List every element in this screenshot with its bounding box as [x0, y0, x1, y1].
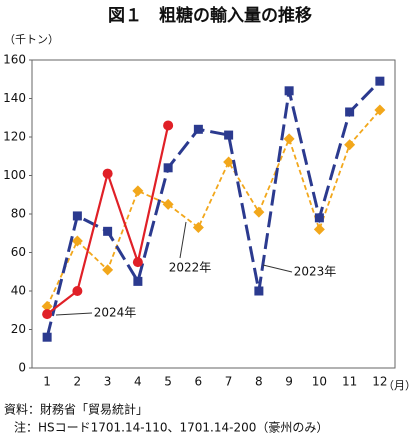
y-tick-label: 120 — [3, 130, 26, 144]
marker — [71, 235, 83, 247]
marker — [223, 156, 235, 168]
series-line — [45, 80, 381, 338]
marker — [284, 86, 294, 96]
marker — [42, 309, 53, 320]
chart-title: 図１ 粗糖の輸入量の推移 — [108, 5, 312, 26]
x-tick-label: 8 — [255, 375, 263, 389]
leader-line — [55, 312, 93, 316]
series-label: 2024年 — [94, 306, 137, 320]
marker — [163, 163, 173, 173]
y-tick-label: 40 — [11, 284, 26, 298]
leader-line — [179, 221, 187, 259]
y-tick-label: 80 — [11, 207, 26, 221]
marker — [72, 286, 83, 296]
y-tick-label: 160 — [3, 53, 26, 67]
series-label: 2022年 — [169, 261, 212, 275]
marker — [102, 264, 114, 276]
marker — [314, 213, 324, 223]
marker — [313, 223, 325, 235]
x-tick-label: 6 — [195, 375, 203, 389]
marker — [224, 130, 234, 140]
note: 資料：財務省「貿易統計」 — [4, 402, 148, 417]
y-tick-label: 100 — [3, 168, 26, 182]
x-tick-label: 9 — [285, 375, 293, 389]
marker — [103, 226, 113, 236]
x-axis-label: （月） — [383, 379, 416, 392]
marker — [344, 139, 356, 151]
marker — [192, 221, 204, 233]
marker — [42, 332, 52, 342]
marker — [162, 198, 174, 210]
plot-frame — [31, 59, 396, 369]
x-tick-label: 11 — [342, 375, 357, 389]
marker — [102, 168, 113, 179]
marker — [253, 206, 265, 218]
marker — [163, 120, 174, 131]
y-tick-label: 140 — [3, 91, 26, 105]
x-tick-label: 3 — [104, 375, 112, 389]
marker — [132, 257, 143, 268]
x-tick-label: 7 — [225, 375, 233, 389]
marker — [132, 185, 144, 197]
y-axis-label: （千トン） — [4, 33, 59, 46]
series-line — [46, 125, 170, 315]
x-tick-label: 10 — [312, 375, 327, 389]
marker — [254, 286, 264, 296]
x-tick-label: 2 — [74, 375, 82, 389]
marker — [283, 133, 295, 145]
marker — [133, 276, 143, 286]
y-tick-label: 0 — [18, 361, 26, 375]
x-tick-label: 4 — [134, 375, 142, 389]
leader-line — [262, 264, 293, 273]
marker — [345, 107, 355, 117]
y-tick-label: 60 — [11, 245, 26, 259]
marker — [374, 104, 386, 116]
note: 注：HSコード1701.14-110、1701.14-200（豪州のみ） — [14, 420, 328, 435]
x-tick-label: 5 — [164, 375, 172, 389]
y-tick-label: 20 — [11, 322, 26, 336]
x-tick-label: 12 — [372, 375, 387, 389]
series-line — [46, 109, 381, 307]
marker — [41, 300, 53, 312]
marker — [72, 211, 82, 221]
x-tick-label: 1 — [43, 375, 51, 389]
series-label: 2023年 — [294, 265, 337, 279]
marker — [375, 76, 385, 86]
marker — [193, 124, 203, 134]
